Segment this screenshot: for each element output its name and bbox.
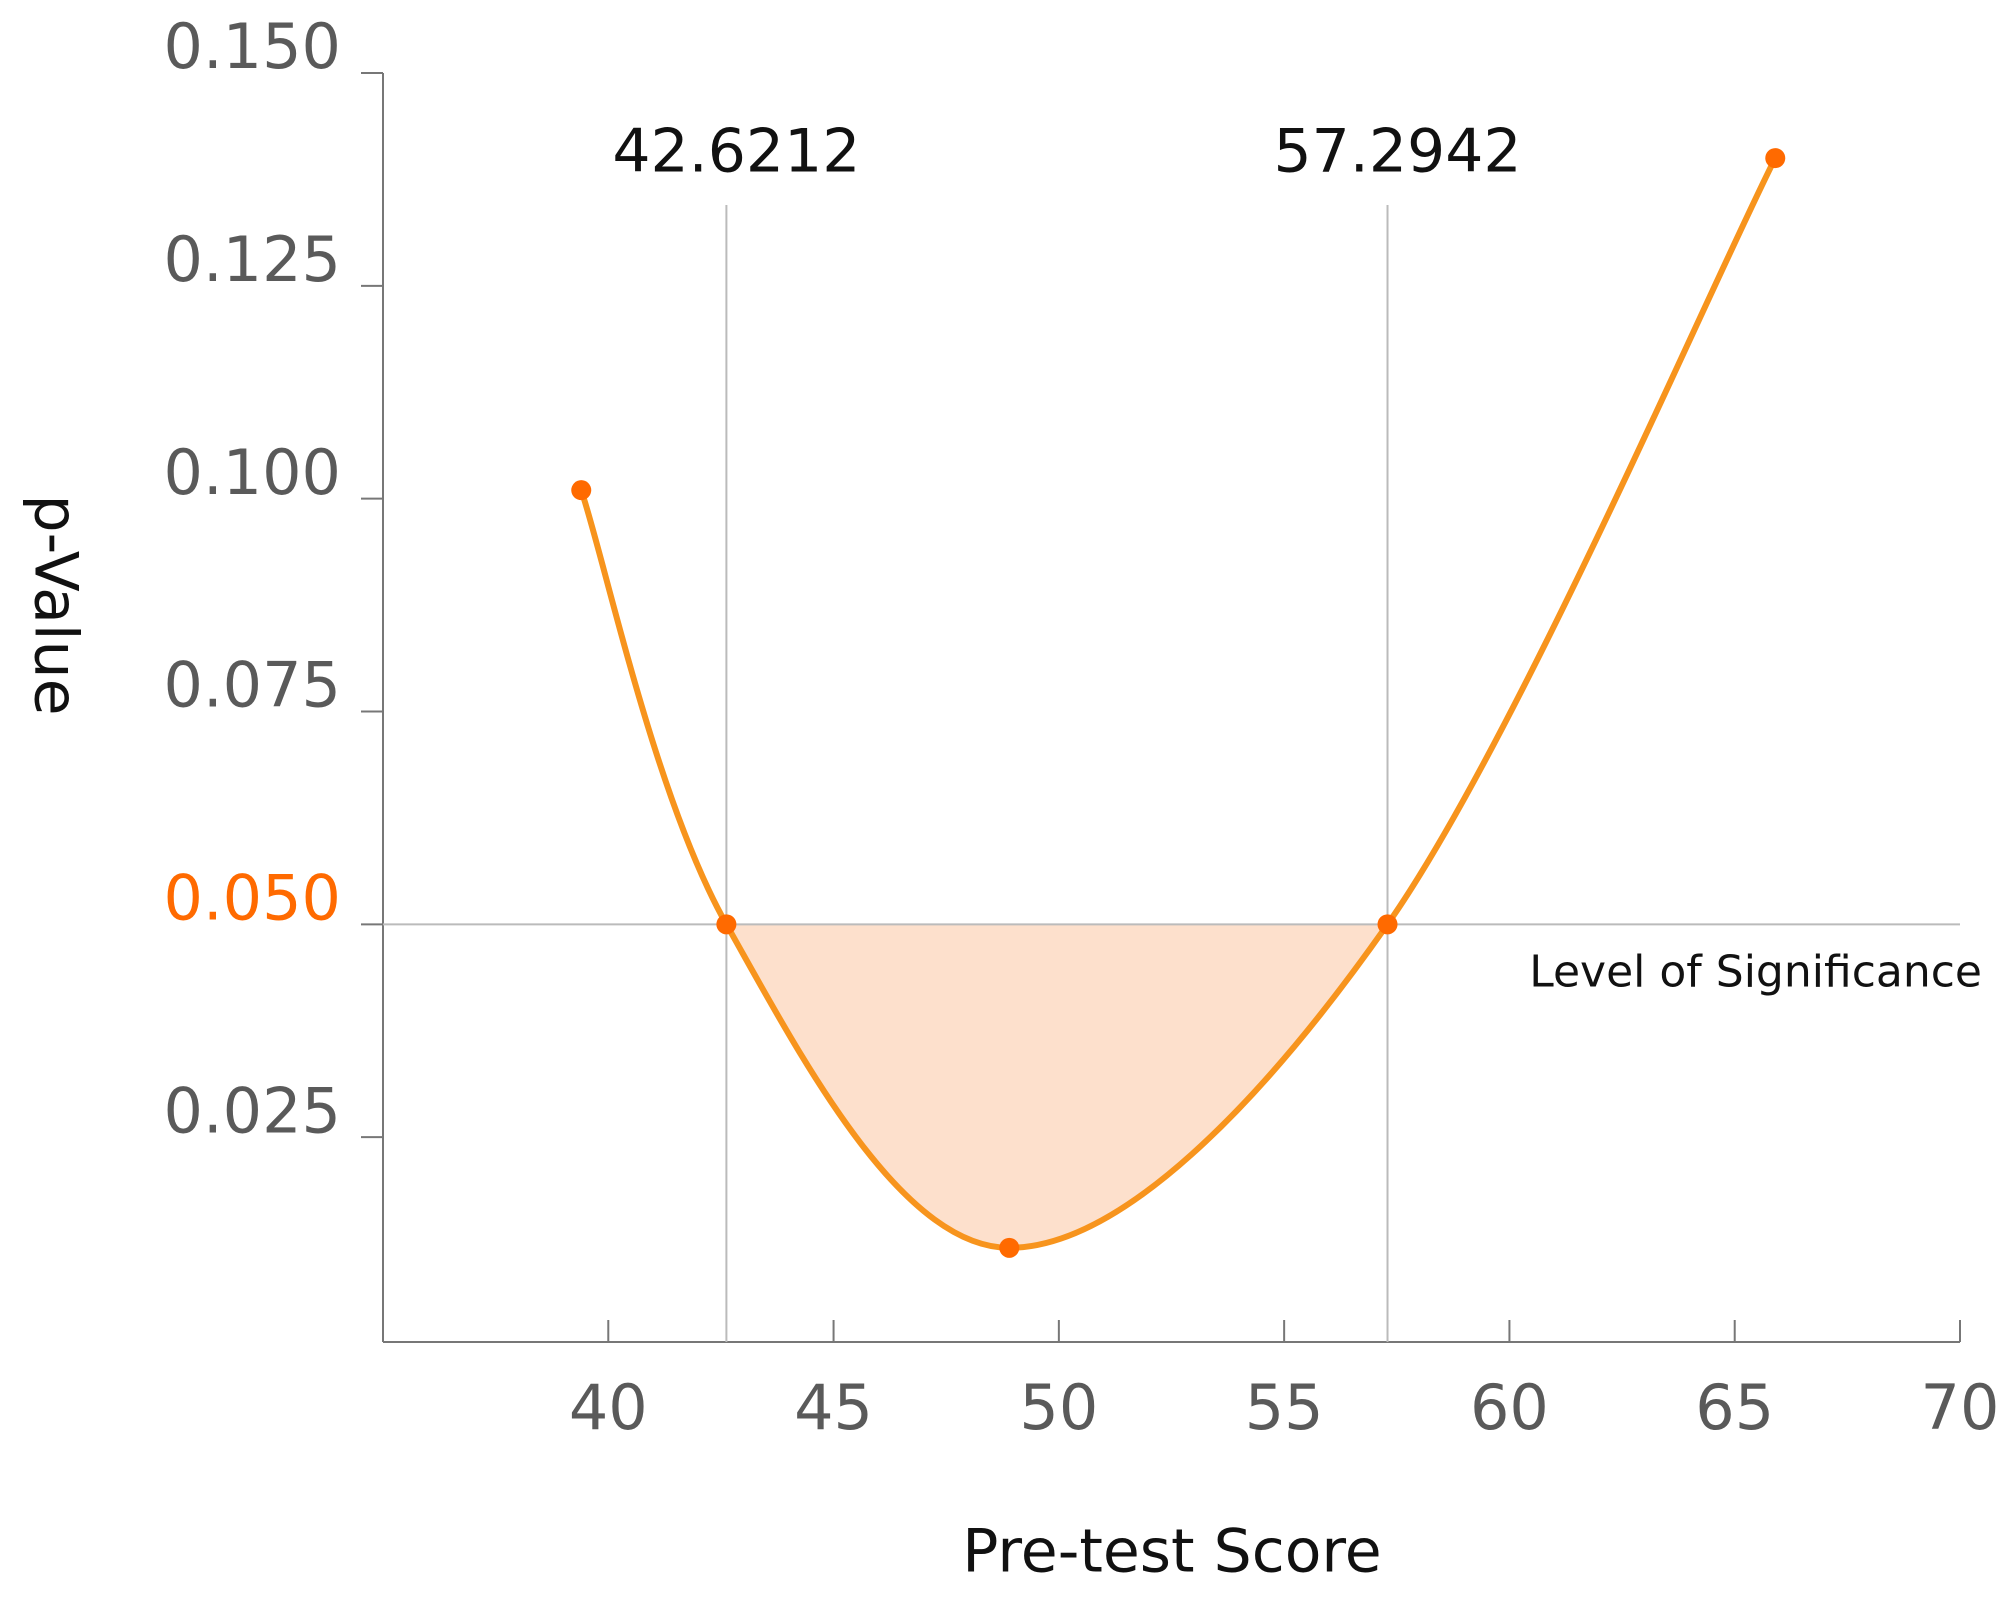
y-tick-label: 0.150 <box>164 10 342 83</box>
x-tick-label: 65 <box>1695 1371 1774 1444</box>
x-tick-label: 45 <box>794 1371 873 1444</box>
x-tick-label: 50 <box>1019 1371 1098 1444</box>
data-point <box>999 1237 1020 1258</box>
reference-label: 57.2942 <box>1273 117 1521 187</box>
x-tick-label: 40 <box>569 1371 648 1444</box>
reference-label: 42.6212 <box>612 117 860 187</box>
x-tick-label: 70 <box>1921 1371 2000 1444</box>
y-tick-label: 0.050 <box>164 861 342 934</box>
y-tick-label: 0.025 <box>164 1074 342 1147</box>
data-point <box>1377 914 1398 935</box>
y-tick-label: 0.125 <box>164 223 342 296</box>
y-tick-label: 0.075 <box>164 649 342 722</box>
data-point <box>1765 148 1786 169</box>
x-tick-label: 55 <box>1245 1371 1324 1444</box>
significance-label: Level of Significance <box>1529 946 1982 997</box>
data-point <box>571 480 592 501</box>
y-tick-label: 0.100 <box>164 436 342 509</box>
x-axis-title: Pre-test Score <box>962 1517 1381 1587</box>
x-tick-label: 60 <box>1470 1371 1549 1444</box>
significance-area <box>726 924 1388 1248</box>
data-line <box>578 156 1778 1251</box>
data-point <box>716 914 737 935</box>
y-axis-title: p-Value <box>20 495 90 716</box>
